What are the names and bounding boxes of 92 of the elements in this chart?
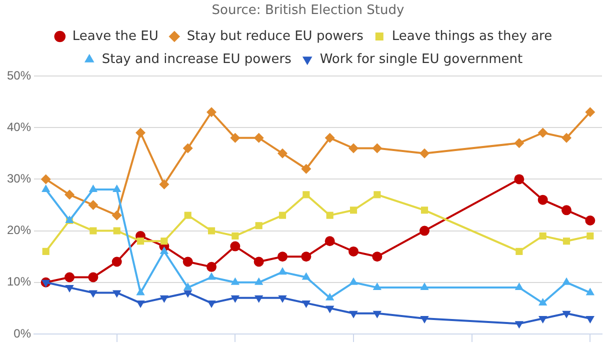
point bbox=[255, 222, 262, 230]
point bbox=[184, 212, 192, 219]
point bbox=[88, 184, 98, 192]
point bbox=[372, 310, 382, 318]
point bbox=[514, 174, 524, 184]
y-tick-label: 30% bbox=[6, 172, 32, 186]
point bbox=[160, 295, 169, 303]
legend-label: Leave the EU bbox=[72, 28, 158, 44]
point bbox=[160, 238, 168, 245]
point bbox=[324, 132, 335, 143]
point bbox=[585, 215, 596, 226]
point bbox=[562, 310, 571, 318]
point bbox=[278, 252, 288, 262]
point bbox=[208, 227, 216, 234]
point bbox=[88, 272, 98, 282]
point bbox=[538, 194, 548, 205]
legend-label: Leave things as they are bbox=[392, 28, 552, 44]
point bbox=[326, 306, 334, 314]
point bbox=[326, 212, 334, 219]
point bbox=[586, 316, 594, 324]
point bbox=[539, 232, 546, 240]
source-note: Source: British Election Study bbox=[210, 2, 406, 20]
point bbox=[40, 174, 51, 184]
point bbox=[254, 295, 264, 303]
point bbox=[514, 138, 524, 148]
point bbox=[230, 132, 240, 143]
point bbox=[42, 184, 50, 192]
point bbox=[348, 143, 359, 154]
point bbox=[88, 200, 98, 210]
legend-label: Stay but reduce EU powers bbox=[186, 28, 364, 44]
point bbox=[230, 295, 240, 303]
point bbox=[254, 256, 264, 267]
point bbox=[42, 248, 50, 255]
point bbox=[420, 206, 428, 214]
point bbox=[206, 262, 217, 272]
point bbox=[64, 190, 75, 200]
point bbox=[42, 280, 50, 288]
legend-label: Work for single EU government bbox=[320, 52, 523, 67]
point bbox=[278, 148, 288, 158]
y-tick-label: 20% bbox=[6, 223, 32, 238]
point bbox=[278, 267, 287, 275]
y-tick-label: 40% bbox=[6, 120, 32, 134]
point bbox=[301, 252, 312, 262]
point bbox=[113, 227, 120, 234]
point bbox=[278, 295, 287, 303]
point bbox=[184, 290, 192, 298]
point bbox=[182, 143, 193, 154]
point bbox=[112, 256, 122, 267]
point bbox=[562, 238, 570, 245]
point bbox=[348, 246, 359, 256]
point bbox=[562, 205, 572, 216]
legend-label: Stay and increase EU powers bbox=[102, 52, 292, 67]
point bbox=[420, 226, 430, 236]
point bbox=[278, 212, 286, 219]
point bbox=[301, 164, 312, 174]
point bbox=[586, 232, 594, 240]
point bbox=[514, 321, 524, 329]
point bbox=[206, 107, 217, 118]
point bbox=[207, 300, 216, 308]
point bbox=[88, 290, 98, 298]
point bbox=[112, 290, 122, 298]
y-tick-label: 10% bbox=[6, 274, 32, 289]
point bbox=[516, 248, 523, 255]
point bbox=[232, 232, 239, 240]
point bbox=[350, 206, 358, 214]
point bbox=[538, 128, 548, 138]
point bbox=[90, 227, 97, 234]
point bbox=[374, 191, 381, 198]
point bbox=[65, 285, 74, 293]
point bbox=[230, 241, 240, 252]
point bbox=[254, 132, 264, 143]
point bbox=[136, 128, 146, 138]
point bbox=[324, 236, 335, 246]
point bbox=[538, 316, 548, 324]
point bbox=[159, 179, 170, 190]
point bbox=[302, 300, 311, 308]
y-tick-label: 50% bbox=[6, 68, 32, 82]
point bbox=[112, 210, 122, 220]
y-tick-label: 0% bbox=[14, 326, 32, 340]
point bbox=[112, 184, 122, 192]
point bbox=[372, 143, 382, 154]
point bbox=[349, 310, 358, 318]
point bbox=[182, 256, 193, 267]
point bbox=[585, 107, 596, 118]
point bbox=[136, 238, 144, 245]
point bbox=[302, 191, 310, 198]
point bbox=[562, 132, 572, 143]
point bbox=[136, 300, 145, 308]
point bbox=[420, 316, 429, 324]
point bbox=[420, 148, 430, 158]
point bbox=[64, 272, 75, 282]
point bbox=[372, 252, 382, 262]
